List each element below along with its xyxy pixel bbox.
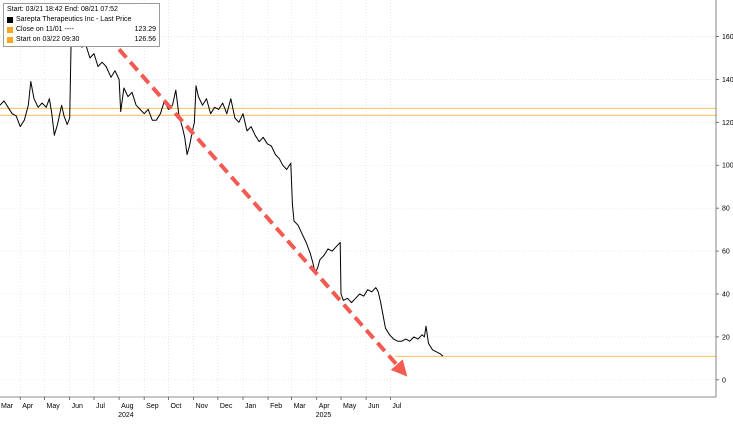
x-tick-label: May (47, 403, 61, 410)
x-tick-label: Feb (270, 403, 282, 410)
legend-value-close: 123.29 (134, 26, 156, 33)
y-tick-label: 80 (722, 206, 730, 213)
trend-arrow (117, 48, 408, 377)
legend-item-start: Start on 03/22 09:30 126.56 (7, 35, 156, 45)
x-tick-label: Jun (72, 403, 83, 410)
trend-arrow-layer (117, 48, 408, 377)
legend-swatch-close (7, 27, 13, 33)
x-tick-label: Jul (392, 403, 401, 410)
x-tick-label: Jan (245, 403, 256, 410)
y-tick-label: 60 (722, 249, 730, 256)
x-tick-label: Aug (121, 403, 134, 410)
y-tick-label: 20 (722, 334, 730, 341)
y-tick-label: 0 (722, 377, 726, 384)
x-tick-label: May (343, 403, 357, 410)
legend-item-close: Close on 11/01 ---- 123.29 (7, 25, 156, 35)
legend-item-price: Sarepta Therapeutics Inc - Last Price (7, 15, 156, 25)
x-tick-label: Sep (146, 403, 159, 410)
legend-label-close: Close on 11/01 ---- (16, 26, 74, 33)
y-tick-label: 160 (722, 34, 733, 41)
legend-header: Start: 03/21 18:42 End: 08/21 07:52 (7, 5, 156, 15)
legend-label-start: Start on 03/22 09:30 (16, 36, 80, 43)
x-tick-label: Mar (1, 403, 14, 410)
reference-lines (0, 107, 716, 357)
legend-swatch-start (7, 37, 13, 43)
legend-label-price: Sarepta Therapeutics Inc - Last Price (16, 16, 132, 23)
legend-swatch-price (7, 17, 13, 23)
x-tick-label: Jun (368, 403, 379, 410)
x-tick-label: Apr (319, 403, 331, 410)
x-tick-label: Jul (96, 403, 105, 410)
y-tick-label: 40 (722, 291, 730, 298)
grid-layer (0, 0, 716, 397)
y-tick-label: 140 (722, 77, 733, 84)
legend-header-text: Start: 03/21 18:42 End: 08/21 07:52 (7, 6, 118, 13)
legend: Start: 03/21 18:42 End: 08/21 07:52 Sare… (3, 3, 160, 47)
plot-background (0, 0, 716, 397)
y-tick-label: 100 (722, 163, 733, 170)
x-year-label: 2024 (118, 412, 134, 419)
y-tick-label: 120 (722, 120, 733, 127)
legend-value-start: 126.56 (134, 36, 156, 43)
x-tick-label: Apr (22, 403, 34, 410)
x-tick-label: Nov (196, 403, 209, 410)
x-tick-label: Dec (220, 403, 233, 410)
x-year-label: 2025 (316, 412, 332, 419)
x-tick-label: Mar (294, 403, 307, 410)
x-tick-label: Oct (170, 403, 181, 410)
